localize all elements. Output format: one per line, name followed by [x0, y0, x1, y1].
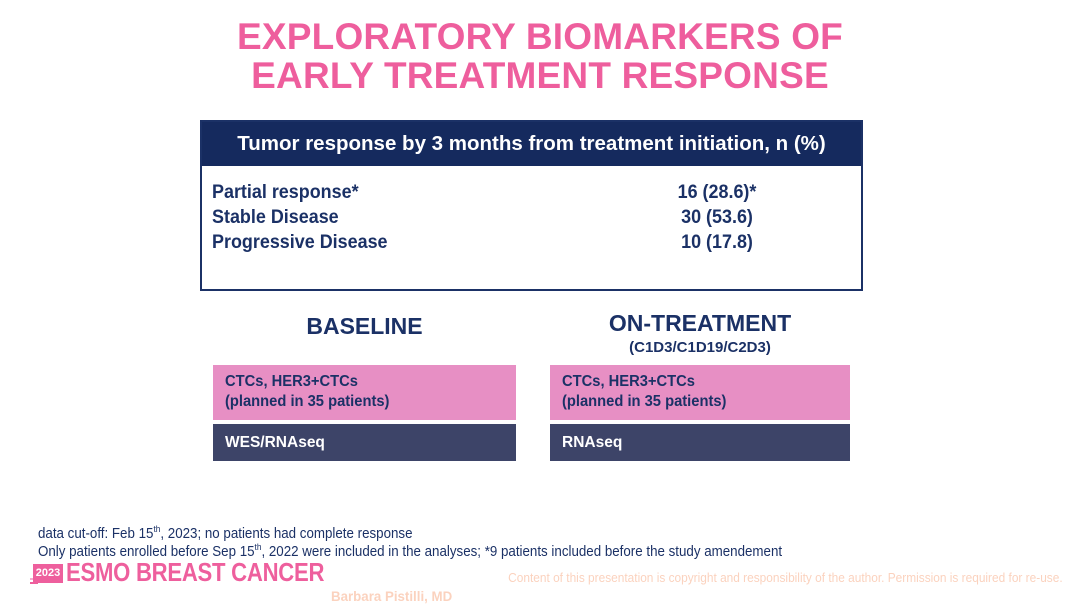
copyright-notice: Content of this presentation is copyrigh… — [508, 571, 1063, 585]
footnote-enrollment: Only patients enrolled before Sep 15th, … — [38, 539, 782, 561]
footnote-text: , 2023; no patients had complete respons… — [160, 525, 413, 542]
footnote-text: Only patients enrolled before Sep 15 — [38, 543, 255, 560]
tumor-response-table: Tumor response by 3 months from treatmen… — [200, 120, 863, 291]
baseline-seq-box: WES/RNAseq — [213, 424, 516, 461]
baseline-heading: BASELINE — [306, 313, 423, 339]
table-row: Stable Disease 30 (53.6) — [202, 205, 861, 230]
footnote-text: , 2022 were included in the analyses; *9… — [261, 543, 783, 560]
row-value: 30 (53.6) — [681, 206, 753, 228]
table-header: Tumor response by 3 months from treatmen… — [202, 122, 861, 166]
on-treatment-subheading: (C1D3/C1D19/C2D3) — [629, 339, 771, 356]
row-value: 16 (28.6)* — [677, 181, 757, 203]
baseline-ctc-line2: (planned in 35 patients) — [225, 393, 390, 410]
slide-title-line2: EARLY TREATMENT RESPONSE — [251, 55, 829, 96]
row-label: Progressive Disease — [212, 231, 388, 253]
table-body: Partial response* 16 (28.6)* Stable Dise… — [202, 166, 861, 289]
footnote-data-cutoff: data cut-off: Feb 15th, 2023; no patient… — [38, 521, 413, 543]
row-label: Partial response* — [212, 181, 359, 203]
on-treatment-heading-text: ON-TREATMENT — [608, 310, 792, 336]
baseline-ctc-box: CTCs, HER3+CTCs (planned in 35 patients) — [213, 365, 516, 420]
slide-title-line1: EXPLORATORY BIOMARKERS OF — [237, 16, 843, 57]
baseline-ctc-line1: CTCs, HER3+CTCs — [225, 373, 358, 390]
table-row: Progressive Disease 10 (17.8) — [202, 230, 861, 255]
footnote-superscript: th — [153, 524, 161, 534]
footnote-text: data cut-off: Feb 15 — [38, 525, 154, 542]
slide-title: EXPLORATORY BIOMARKERS OF EARLY TREATMEN… — [0, 17, 1080, 95]
on-treatment-ctc-box: CTCs, HER3+CTCs (planned in 35 patients) — [550, 365, 850, 420]
on-treatment-ctc-line1: CTCs, HER3+CTCs — [562, 373, 695, 390]
on-treatment-heading: ON-TREATMENT (C1D3/C1D19/C2D3) — [550, 311, 850, 356]
row-label: Stable Disease — [212, 206, 339, 228]
esmo-logo-year-badge: 2023 — [33, 564, 63, 583]
footnote-superscript: th — [254, 542, 262, 552]
table-row: Partial response* 16 (28.6)* — [202, 180, 861, 205]
on-treatment-seq-box: RNAseq — [550, 424, 850, 461]
esmo-breast-cancer-logo: ESMO BREAST CANCER — [66, 557, 325, 587]
row-value: 10 (17.8) — [681, 231, 753, 253]
author-name: Barbara Pistilli, MD — [331, 588, 453, 604]
on-treatment-ctc-line2: (planned in 35 patients) — [562, 393, 727, 410]
